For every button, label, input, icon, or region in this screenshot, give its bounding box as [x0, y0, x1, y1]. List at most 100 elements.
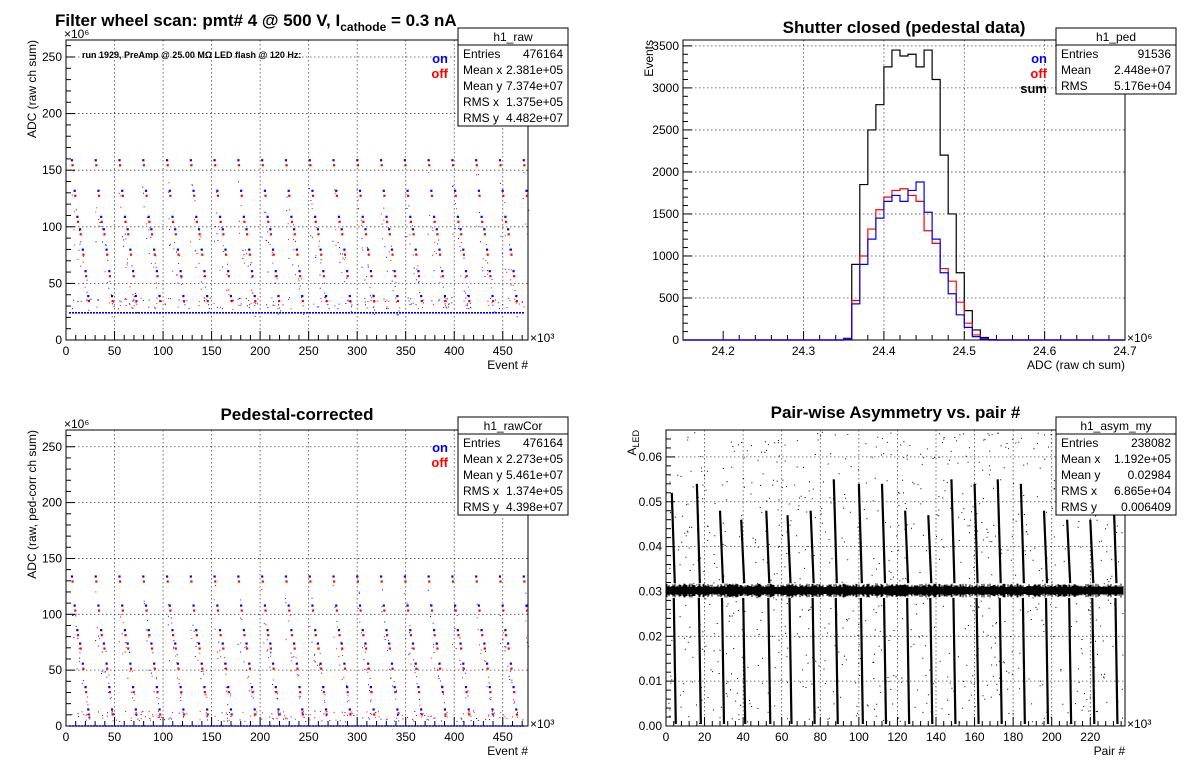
- off-point: [290, 634, 294, 637]
- x-tick-label: 24.3: [792, 344, 816, 358]
- stray-point: [253, 690, 255, 692]
- stray-point: [193, 218, 195, 220]
- off-point: [314, 220, 317, 223]
- stray-point: [153, 691, 155, 693]
- stray-point: [480, 226, 482, 228]
- stray-point: [422, 302, 424, 304]
- stray-point: [485, 650, 487, 652]
- on-point: [100, 215, 103, 218]
- off-point: [436, 647, 439, 650]
- off-point: [444, 299, 447, 303]
- stray-point: [338, 303, 340, 305]
- off-point: [320, 253, 323, 256]
- on-point: [242, 629, 245, 632]
- on-point: [227, 686, 230, 689]
- stray-point: [206, 719, 208, 721]
- stats-label: Entries: [463, 47, 500, 61]
- on-point: [100, 629, 103, 632]
- stray-point: [463, 300, 465, 302]
- stray-point: [417, 281, 419, 283]
- stray-point: [366, 711, 368, 713]
- stray-point: [71, 194, 73, 196]
- stray-point: [462, 720, 464, 722]
- on-point: [174, 228, 177, 231]
- off-point: [407, 194, 410, 197]
- stray-point: [454, 606, 456, 608]
- stray-point: [314, 717, 316, 719]
- on-point: [509, 248, 512, 251]
- x-tick-label: 80: [814, 730, 828, 744]
- stray-point: [446, 307, 448, 309]
- stray-point: [510, 284, 512, 286]
- off-point: [267, 634, 270, 637]
- stray-point: [80, 241, 82, 243]
- on-point: [295, 662, 298, 665]
- stray-point: [431, 657, 433, 659]
- stray-point: [305, 720, 307, 722]
- off-point: [132, 691, 135, 694]
- stray-point: [159, 718, 161, 720]
- stray-point: [462, 668, 464, 670]
- y-tick-label: 0.02: [639, 629, 663, 643]
- stray-point: [466, 303, 468, 305]
- stray-point: [98, 219, 100, 221]
- stray-point: [361, 266, 363, 268]
- stray-point: [427, 589, 429, 591]
- stray-point: [86, 701, 88, 703]
- stray-point: [346, 714, 348, 716]
- stray-point: [521, 301, 523, 303]
- on-point: [504, 629, 507, 632]
- off-point: [172, 634, 175, 637]
- stray-point: [286, 210, 288, 212]
- stray-point: [250, 715, 252, 717]
- off-point: [359, 194, 362, 197]
- stray-point: [277, 307, 279, 309]
- on-point: [213, 159, 216, 162]
- stray-point: [171, 622, 173, 624]
- asymmetry-spike: [809, 510, 816, 725]
- stray-point: [274, 275, 276, 277]
- stray-point: [491, 713, 493, 715]
- off-point: [314, 634, 317, 637]
- stray-point: [435, 253, 437, 255]
- stray-point: [414, 672, 416, 674]
- stray-point: [416, 683, 418, 685]
- stray-point: [504, 268, 506, 270]
- stray-point: [512, 284, 514, 286]
- stray-point: [119, 300, 121, 302]
- on-point: [284, 575, 288, 578]
- stray-point: [448, 303, 450, 305]
- stray-point: [184, 304, 186, 306]
- stray-point: [374, 716, 376, 718]
- on-point: [358, 189, 362, 192]
- off-point: [79, 233, 82, 236]
- stray-point: [459, 659, 461, 661]
- stray-point: [123, 239, 125, 241]
- stats-label: Mean: [1061, 63, 1091, 77]
- stray-point: [158, 698, 160, 700]
- stray-point: [344, 257, 346, 259]
- on-point: [388, 642, 391, 645]
- stats-value: 1.375e+05: [506, 95, 563, 109]
- stats-value: 4.398e+07: [506, 500, 563, 514]
- stray-point: [153, 266, 155, 268]
- off-point: [468, 713, 471, 716]
- stray-point: [167, 624, 169, 626]
- y-axis-label: ALED: [625, 430, 641, 456]
- on-point: [435, 228, 438, 231]
- stray-point: [370, 699, 372, 701]
- stray-point: [248, 307, 250, 309]
- stray-point: [388, 300, 390, 302]
- on-point: [512, 270, 515, 273]
- stray-point: [132, 697, 134, 699]
- stray-point: [391, 245, 393, 247]
- on-point: [432, 215, 436, 218]
- stray-point: [148, 229, 150, 231]
- stray-point: [282, 304, 284, 306]
- stray-point: [349, 712, 351, 714]
- y-tick-label: 100: [42, 607, 62, 621]
- off-point: [415, 667, 418, 670]
- asymmetry-scatter: [668, 431, 1124, 725]
- stray-point: [254, 315, 256, 317]
- y-tick-label: 2000: [652, 165, 679, 179]
